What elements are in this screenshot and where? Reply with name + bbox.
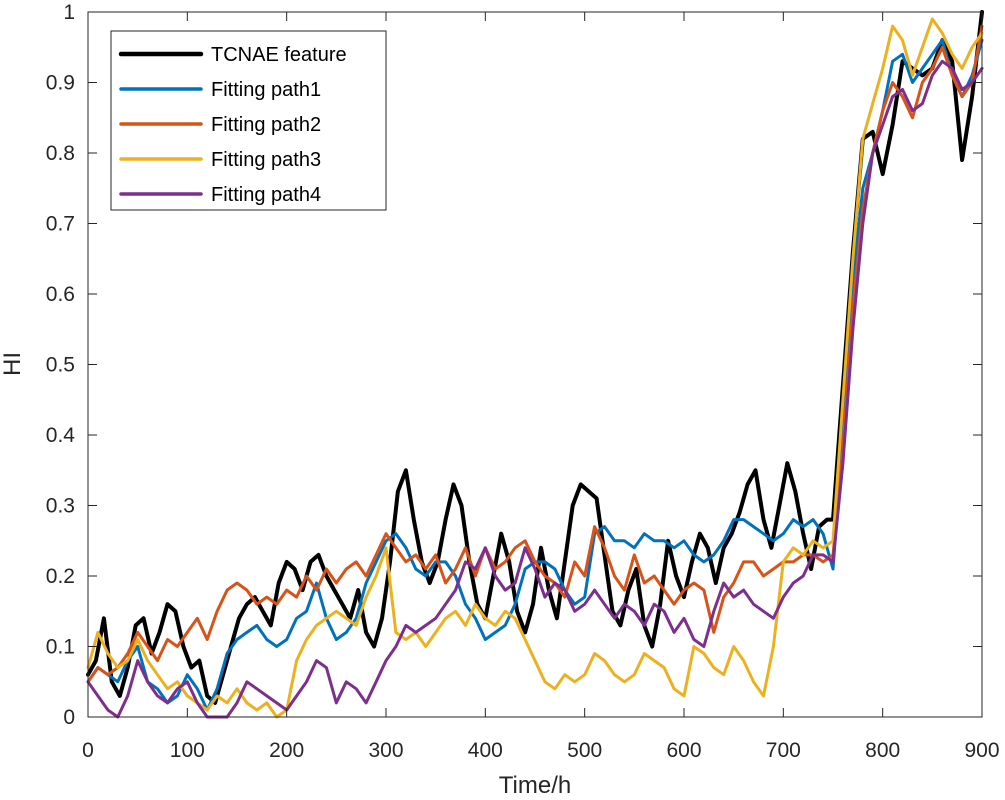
series-layer [86,10,984,719]
y-axis-label: HI [0,352,26,376]
series-line-5 [86,59,984,719]
x-tick-label: 500 [567,739,602,762]
legend-label-4: Fitting path3 [211,149,321,171]
x-tick-label: 700 [766,739,801,762]
y-tick-label: 0.3 [46,495,75,518]
x-tick-label: 400 [468,739,503,762]
y-tick-label: 0.9 [46,72,75,95]
y-tick-label: 1 [63,1,75,24]
y-tick-label: 0.1 [46,636,75,659]
y-tick-label: 0 [63,706,75,729]
x-tick-label: 300 [368,739,403,762]
y-tick-label: 0.4 [46,424,76,447]
y-tick-label: 0.7 [46,213,75,236]
legend-label-1: TCNAE feature [211,44,347,66]
x-tick-label: 200 [269,739,304,762]
x-tick-label: 600 [666,739,701,762]
y-tick-label: 0.6 [46,283,75,306]
legend: TCNAE feature Fitting path1 Fitting path2 F… [110,30,387,211]
series-line-4 [86,17,984,719]
y-tick-label: 0.8 [46,142,75,165]
legend-label-5: Fitting path4 [211,184,321,206]
x-tick-label: 900 [964,739,999,762]
y-tick-label: 0.2 [46,565,75,588]
legend-label-3: Fitting path2 [211,114,321,136]
x-tick-label: 100 [170,739,205,762]
x-tick-label: 0 [82,739,94,762]
legend-box [110,30,387,211]
legend-label-2: Fitting path1 [211,79,321,101]
tick-layer: 0 100 200 300 400 500 600 700 800 900 0 0.1 0.2 0.3 0.… [46,1,1000,762]
x-tick-label: 800 [865,739,900,762]
x-axis-label: Time/h [499,772,571,799]
y-tick-label: 0.5 [46,354,75,377]
